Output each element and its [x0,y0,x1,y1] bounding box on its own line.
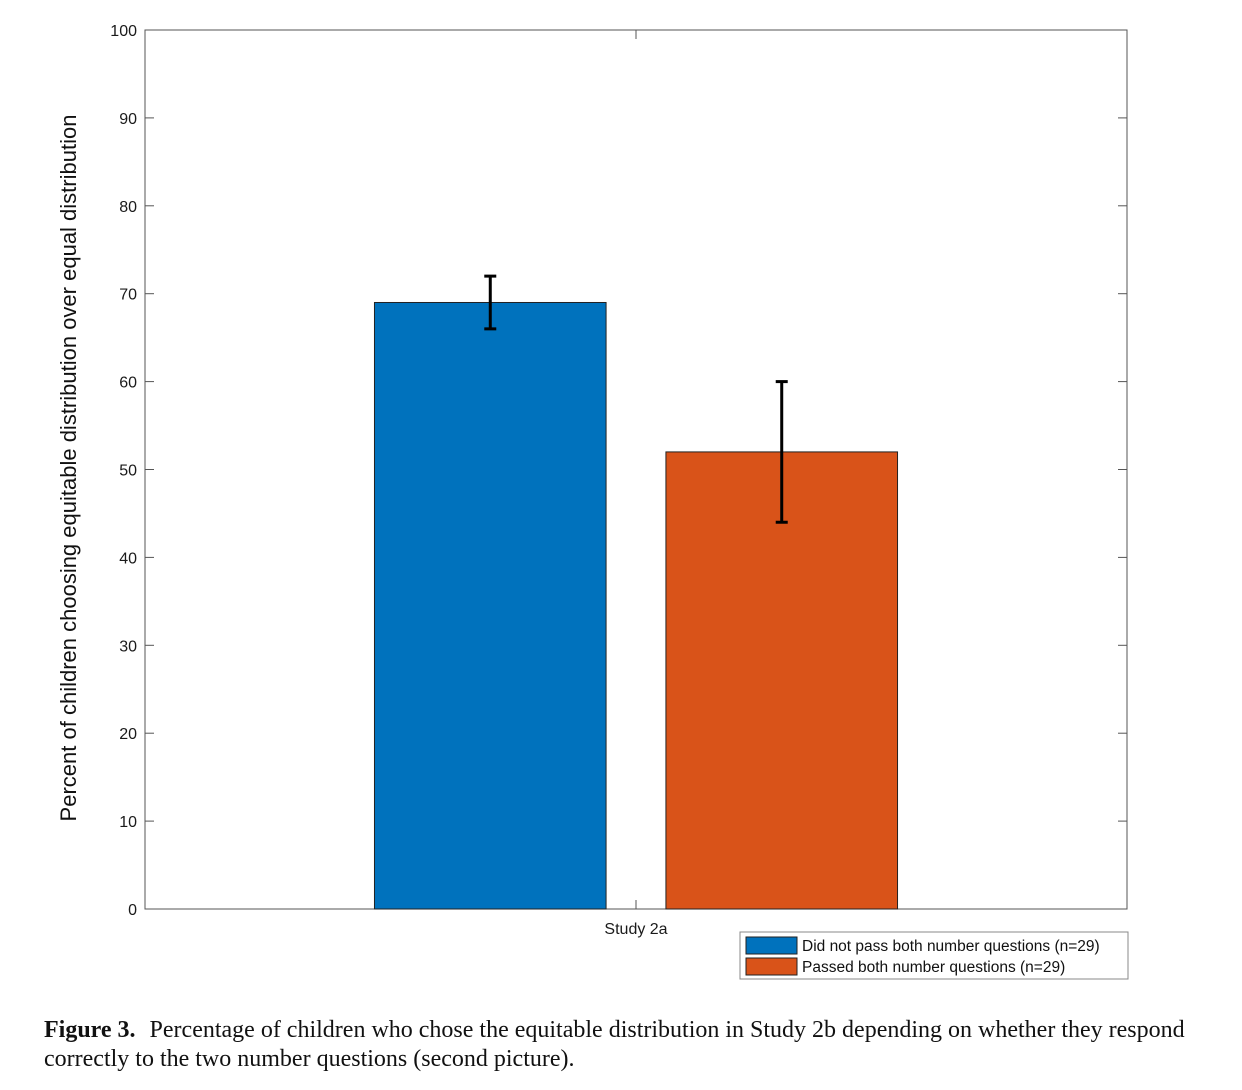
legend-label-did-not-pass: Did not pass both number questions (n=29… [802,938,1100,955]
y-tick-label: 50 [119,463,137,480]
y-tick-label: 60 [119,375,137,392]
error-bars [484,274,788,524]
y-tick-label: 80 [119,199,137,216]
x-tick-label: Study 2a [604,921,667,938]
plot-area-frame [144,29,1128,910]
legend-box [739,931,1129,980]
y-tick-label: 90 [119,111,137,128]
legend: Did not pass both number questions (n=29… [739,931,1129,980]
bar-0-0 [373,301,607,910]
y-tick-label: 30 [119,638,137,655]
figure-caption-label: Figure 3. [44,1017,136,1043]
y-tick-label: 100 [110,23,137,40]
bars [373,301,899,910]
y-tick-label: 40 [119,550,137,567]
y-axis-ticks: 0 10 20 30 40 50 60 70 80 90 100 [110,23,1127,919]
legend-label-passed: Passed both number questions (n=29) [802,959,1065,976]
legend-swatch-passed [745,957,798,976]
x-axis-ticks: Study 2a [604,30,668,938]
y-tick-label: 20 [119,726,137,743]
legend-swatch-did-not-pass [745,936,798,955]
figure-caption-text: Percentage of children who chose the equ… [44,1017,1185,1072]
bar-1-0 [665,451,899,910]
y-axis-label: Percent of children choosing equitable d… [56,115,81,822]
y-tick-label: 0 [128,902,137,919]
y-tick-label: 70 [119,287,137,304]
y-tick-label: 10 [119,814,137,831]
bar-chart: 0 10 20 30 40 50 60 70 80 90 100 Study 2a Percent … [56,23,1129,980]
figure-caption: Figure 3. Percentage of children who chos… [44,1016,1224,1074]
